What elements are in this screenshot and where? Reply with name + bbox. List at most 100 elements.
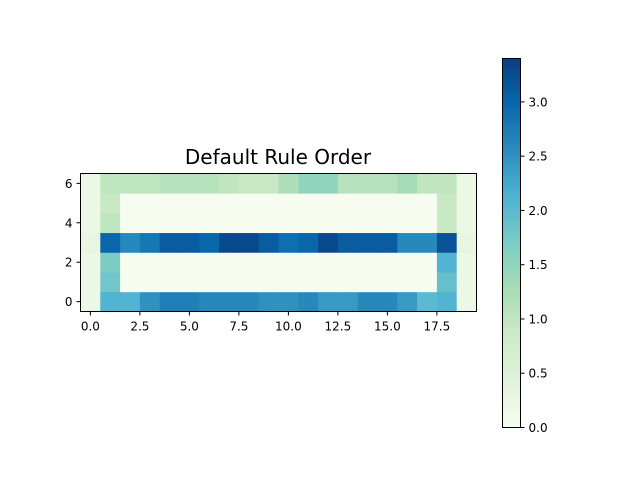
heatmap-cell [199, 252, 220, 273]
heatmap-cell [417, 291, 438, 312]
plot-frame [80, 173, 477, 312]
colorbar-tick-label: 0.5 [529, 367, 548, 381]
heatmap-cell [80, 252, 101, 273]
heatmap-cell [179, 212, 200, 234]
heatmap-cell [436, 252, 458, 273]
heatmap-cell [456, 232, 477, 253]
heatmap-cell [238, 173, 260, 194]
y-tick-label: 6 [65, 177, 73, 191]
heatmap-cell [219, 212, 240, 234]
heatmap-cell [436, 212, 458, 234]
heatmap-cell [318, 173, 339, 194]
heatmap-cell [100, 173, 121, 194]
heatmap-cell [456, 212, 477, 234]
heatmap-cell [397, 193, 418, 214]
heatmap-cell [397, 291, 418, 312]
heatmap-cell [298, 252, 319, 273]
heatmap-cell [159, 272, 180, 293]
heatmap-cell [258, 193, 279, 214]
heatmap-cell [100, 272, 121, 293]
heatmap-cell [318, 212, 339, 234]
heatmap-cell [337, 291, 359, 312]
heatmap-cell [258, 232, 279, 253]
heatmap-cell [436, 272, 458, 293]
heatmap-cell [100, 193, 121, 214]
x-tick-label: 7.5 [229, 320, 248, 334]
heatmap-cell [298, 193, 319, 214]
heatmap-cell [337, 272, 359, 293]
heatmap-cell [436, 291, 458, 312]
heatmap-cell [159, 212, 180, 234]
heatmap-cell [298, 212, 319, 234]
heatmap-cell [120, 212, 141, 234]
heatmap-cell [456, 252, 477, 273]
heatmap-cell [278, 173, 299, 194]
heatmap-cell [318, 193, 339, 214]
y-tick-label: 2 [65, 256, 73, 270]
heatmap-cell [219, 193, 240, 214]
heatmap-cell [159, 291, 180, 312]
heatmap-cell [397, 173, 418, 194]
heatmap-cell [199, 193, 220, 214]
heatmap-cell [436, 193, 458, 214]
heatmap-cell [159, 173, 180, 194]
heatmap-cell [377, 173, 398, 194]
heatmap-cell [179, 193, 200, 214]
x-tick-label: 5.0 [180, 320, 199, 334]
heatmap-cell [258, 173, 279, 194]
heatmap-cell [258, 252, 279, 273]
heatmap-cell [417, 272, 438, 293]
heatmap-cell [298, 291, 319, 312]
heatmap-cell [179, 173, 200, 194]
heatmap-cell [120, 252, 141, 273]
heatmap-cell [199, 212, 220, 234]
heatmap-cell [357, 173, 378, 194]
heatmap-cell [159, 193, 180, 214]
heatmap-cell [80, 232, 101, 253]
colorbar-tick-label: 1.5 [529, 258, 548, 272]
heatmap-cell [357, 232, 378, 253]
heatmap-cell [377, 212, 398, 234]
heatmap-cell [357, 252, 378, 273]
heatmap-cell [377, 272, 398, 293]
heatmap-cell [139, 291, 161, 312]
heatmap-cell [417, 212, 438, 234]
heatmap-cell [278, 212, 299, 234]
heatmap-cell [219, 272, 240, 293]
heatmap-cell [397, 272, 418, 293]
heatmap-cell [278, 193, 299, 214]
heatmap-cell [318, 252, 339, 273]
x-tick-label: 12.5 [325, 320, 352, 334]
heatmap-cell [278, 252, 299, 273]
heatmap-cell [80, 272, 101, 293]
y-tick-label: 0 [65, 295, 73, 309]
heatmap-cell [318, 291, 339, 312]
heatmap-cell [199, 173, 220, 194]
heatmap-cell [456, 272, 477, 293]
heatmap-cell [139, 272, 161, 293]
heatmap-cell [417, 173, 438, 194]
heatmap-cell [397, 212, 418, 234]
y-tick-label: 4 [65, 216, 73, 230]
heatmap-cell [80, 291, 101, 312]
heatmap-cell [357, 272, 378, 293]
heatmap-cells [80, 173, 477, 312]
heatmap-cell [219, 232, 240, 253]
heatmap-cell [417, 232, 438, 253]
heatmap-cell [219, 291, 240, 312]
heatmap-cell [179, 272, 200, 293]
heatmap-cell [238, 212, 260, 234]
heatmap-cell [417, 252, 438, 273]
heatmap-cell [377, 291, 398, 312]
heatmap-cell [80, 173, 101, 194]
heatmap-cell [100, 212, 121, 234]
heatmap-cell [337, 193, 359, 214]
heatmap-cell [417, 193, 438, 214]
heatmap-cell [199, 291, 220, 312]
heatmap-cell [179, 252, 200, 273]
heatmap-cell [357, 212, 378, 234]
colorbar-tick-label: 2.5 [529, 150, 548, 164]
heatmap-cell [100, 232, 121, 253]
colorbar-frame [502, 58, 521, 428]
colorbar-tick-label: 0.0 [529, 421, 548, 435]
